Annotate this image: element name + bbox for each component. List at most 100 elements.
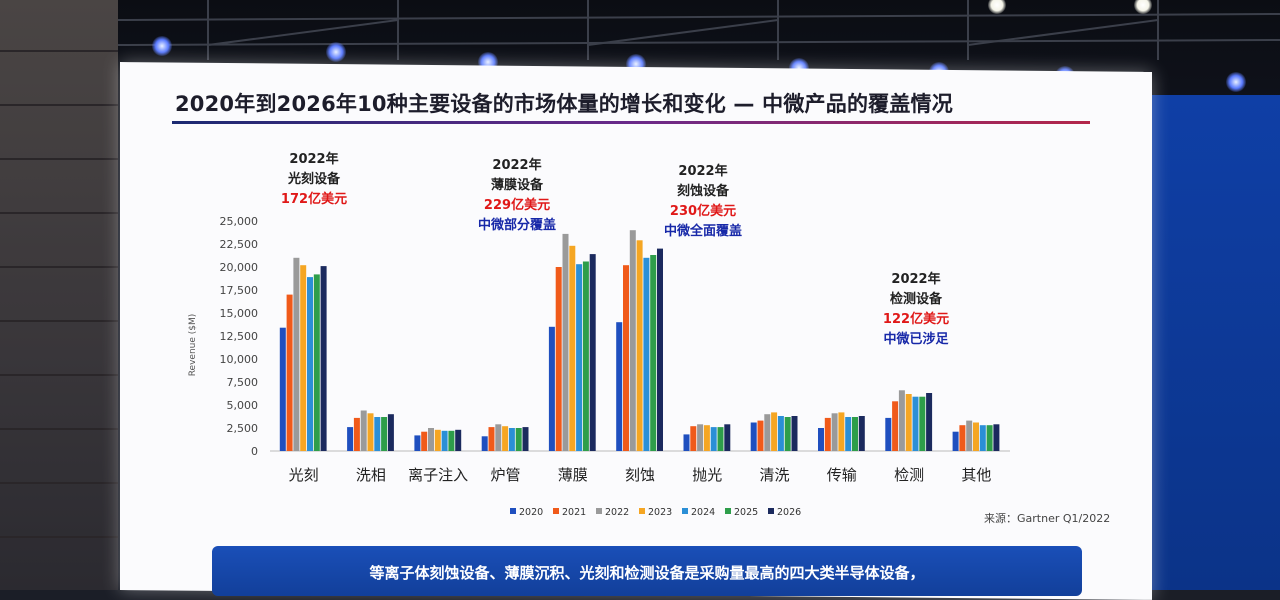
summary-banner-text: 等离子体刻蚀设备、薄膜沉积、光刻和检测设备是采购量最高的四大类半导体设备， [369,564,925,582]
x-tick-label: 传输 [827,466,857,484]
bar [926,393,933,451]
bar [993,424,1000,451]
annotation-year: 2022年 [891,272,941,287]
y-tick-label: 7,500 [227,376,259,389]
x-tick-label: 清洗 [760,466,790,484]
bar [313,274,320,451]
bar [724,424,731,451]
bar [643,257,650,451]
bar [791,416,798,451]
x-tick-label: 炉管 [490,466,520,484]
bar [428,428,434,451]
annotation-equipment: 检测设备 [889,292,943,307]
annotation-equipment: 刻蚀设备 [676,184,730,199]
x-tick-label: 抛光 [692,466,722,484]
bar [623,265,629,451]
bar [414,435,421,451]
bar [650,255,657,451]
bar [548,326,555,451]
annotation-amount: 172亿美元 [280,192,348,207]
stage-light-icon [152,36,172,56]
annotation-coverage: 中微部分覆盖 [477,218,557,233]
bar [885,417,892,451]
y-tick-label: 15,000 [220,307,259,320]
bar [952,431,959,451]
bar [508,428,515,451]
annotation-lithography: 2022年 光刻设备 172亿美元 [281,150,347,210]
annotation-inspection: 2022年 检测设备 122亿美元 中微已涉足 [883,270,949,350]
bar [657,248,663,451]
annotation-equipment: 光刻设备 [287,172,341,187]
bar [488,427,495,451]
annotation-year: 2022年 [678,164,728,179]
annotation-amount: 230亿美元 [669,204,737,219]
bar [750,422,757,451]
bar [286,294,293,451]
summary-banner [212,546,1082,596]
legend-swatch [553,508,559,514]
x-tick-label: 离子注入 [408,466,468,484]
bar [502,426,509,451]
bar [293,257,300,451]
bar [441,430,448,451]
bar [481,436,488,451]
y-tick-label: 25,000 [220,215,259,228]
bar [576,264,583,451]
annotation-year: 2022年 [289,152,339,167]
legend-label: 2024 [691,507,715,518]
annotation-amount: 229亿美元 [483,198,551,213]
y-tick-label: 12,500 [220,330,259,343]
legend-label: 2023 [648,507,672,518]
legend-swatch [682,508,688,514]
x-tick-label: 光刻 [289,466,319,484]
y-tick-label: 5,000 [227,399,259,412]
bar [979,425,986,451]
legend-label: 2025 [734,507,758,518]
y-tick-label: 0 [251,445,258,458]
bar [360,410,367,451]
bar [582,261,589,451]
annotation-coverage: 中微全面覆盖 [663,224,743,239]
bar [374,417,381,451]
bar [279,327,286,451]
legend-label: 2020 [519,507,543,518]
legend-label: 2021 [562,507,586,518]
bar [710,427,717,451]
bar [919,396,926,451]
bar [589,254,596,451]
stage-light-icon [326,42,346,62]
legend-label: 2022 [605,507,629,518]
bar [717,427,724,451]
bar [697,424,704,451]
annotation-amount: 122亿美元 [882,312,950,327]
y-tick-label: 22,500 [220,238,259,251]
bar [898,390,905,451]
side-wall [0,0,118,590]
bar [757,420,764,451]
y-tick-label: 17,500 [220,284,259,297]
bar [683,434,690,451]
bar [522,427,529,451]
blue-side-panel [1150,95,1280,590]
page-title: 2020年到2026年10种主要设备的市场体量的增长和变化 — 中微产品的覆盖情… [175,92,953,116]
bar [959,425,966,451]
annotation-equipment: 薄膜设备 [490,178,544,193]
annotation-thin-film: 2022年 薄膜设备 229亿美元 中微部分覆盖 [478,156,556,236]
bar [569,245,576,451]
legend-label: 2026 [777,507,801,518]
bar [764,414,771,451]
x-tick-label: 其他 [961,466,991,484]
y-tick-label: 2,500 [227,422,259,435]
bar [703,425,710,451]
bar [892,401,899,451]
y-tick-label: 10,000 [220,353,259,366]
legend-swatch [768,508,774,514]
ceiling-truss [118,0,1280,60]
bar [347,427,354,451]
bar [562,233,569,451]
bar [831,413,838,451]
bar [905,394,912,451]
bar [771,412,778,451]
bar [367,413,374,451]
stage-light-icon [1226,72,1246,92]
